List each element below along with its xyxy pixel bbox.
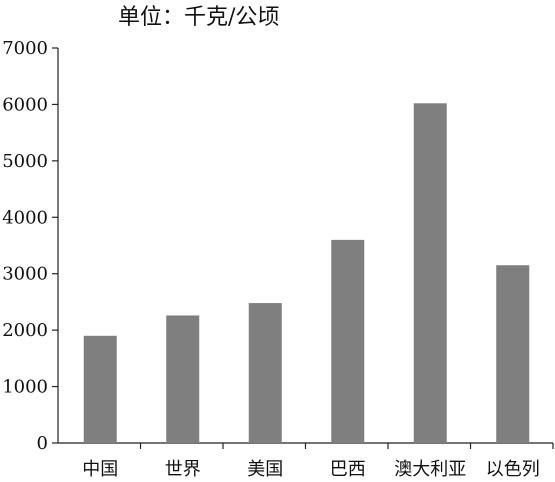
x-category-label: 以色列 [486, 459, 540, 480]
x-axis-labels: 中国 世界 美国 巴西 澳大利亚 以色列 [82, 443, 554, 480]
bar-5 [496, 265, 530, 443]
bar-2 [248, 303, 282, 443]
unit-label: 单位：千克/公顷 [118, 5, 279, 30]
y-tick-label: 1000 [2, 377, 48, 398]
y-tick-label: 7000 [2, 38, 48, 59]
x-category-label: 中国 [82, 459, 118, 480]
bars [83, 103, 530, 444]
x-category-label: 美国 [247, 459, 283, 480]
y-tick-label: 0 [37, 433, 48, 454]
y-tick-label: 6000 [2, 94, 48, 115]
x-category-label: 世界 [165, 459, 201, 480]
bar-3 [331, 239, 365, 443]
axes [57, 48, 553, 444]
y-axis-ticks: 0 1000 2000 3000 4000 5000 6000 7000 [2, 38, 58, 454]
x-category-label: 巴西 [330, 459, 366, 480]
bar-4 [413, 103, 447, 444]
x-category-label: 澳大利亚 [394, 459, 466, 480]
bar-0 [83, 335, 117, 443]
y-tick-label: 4000 [2, 207, 48, 228]
y-tick-label: 3000 [2, 264, 48, 285]
y-tick-label: 5000 [2, 151, 48, 172]
bar-1 [166, 315, 200, 443]
y-tick-label: 2000 [2, 320, 48, 341]
